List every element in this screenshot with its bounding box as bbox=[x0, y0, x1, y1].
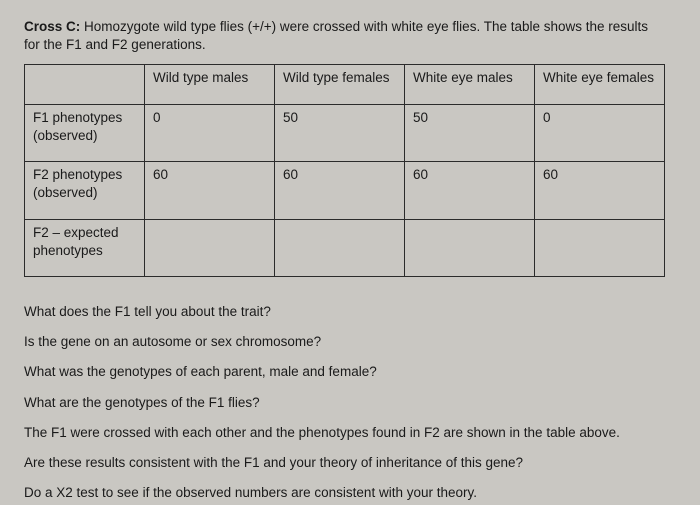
cell: 50 bbox=[275, 104, 405, 161]
row-head: F1 phenotypes (observed) bbox=[25, 104, 145, 161]
table-row: F1 phenotypes (observed) 0 50 50 0 bbox=[25, 104, 665, 161]
cell: 60 bbox=[405, 162, 535, 219]
cell bbox=[275, 219, 405, 276]
col-head: Wild type females bbox=[275, 65, 405, 104]
cell: 60 bbox=[275, 162, 405, 219]
cell bbox=[535, 219, 665, 276]
table-header-row: Wild type males Wild type females White … bbox=[25, 65, 665, 104]
col-head bbox=[25, 65, 145, 104]
row-head: F2 – expected phenotypes bbox=[25, 219, 145, 276]
cell bbox=[405, 219, 535, 276]
intro-line-b: for the F1 and F2 generations. bbox=[24, 37, 206, 52]
cell bbox=[145, 219, 275, 276]
intro-text: Cross C: Homozygote wild type flies (+/+… bbox=[24, 18, 676, 54]
table-row: F2 phenotypes (observed) 60 60 60 60 bbox=[25, 162, 665, 219]
table-row: F2 – expected phenotypes bbox=[25, 219, 665, 276]
questions-block: What does the F1 tell you about the trai… bbox=[24, 303, 676, 503]
cross-label: Cross C: bbox=[24, 19, 80, 34]
cell: 60 bbox=[535, 162, 665, 219]
intro-line-a: Homozygote wild type flies (+/+) were cr… bbox=[84, 19, 648, 34]
question-line: What does the F1 tell you about the trai… bbox=[24, 303, 676, 321]
question-line: The F1 were crossed with each other and … bbox=[24, 424, 676, 442]
col-head: White eye males bbox=[405, 65, 535, 104]
results-table: Wild type males Wild type females White … bbox=[24, 64, 665, 277]
cell: 50 bbox=[405, 104, 535, 161]
cell: 0 bbox=[535, 104, 665, 161]
col-head: Wild type males bbox=[145, 65, 275, 104]
col-head: White eye females bbox=[535, 65, 665, 104]
question-line: What was the genotypes of each parent, m… bbox=[24, 363, 676, 381]
cell: 60 bbox=[145, 162, 275, 219]
cell: 0 bbox=[145, 104, 275, 161]
question-line: Are these results consistent with the F1… bbox=[24, 454, 676, 472]
question-line: What are the genotypes of the F1 flies? bbox=[24, 394, 676, 412]
row-head: F2 phenotypes (observed) bbox=[25, 162, 145, 219]
question-line: Do a X2 test to see if the observed numb… bbox=[24, 484, 676, 502]
question-line: Is the gene on an autosome or sex chromo… bbox=[24, 333, 676, 351]
